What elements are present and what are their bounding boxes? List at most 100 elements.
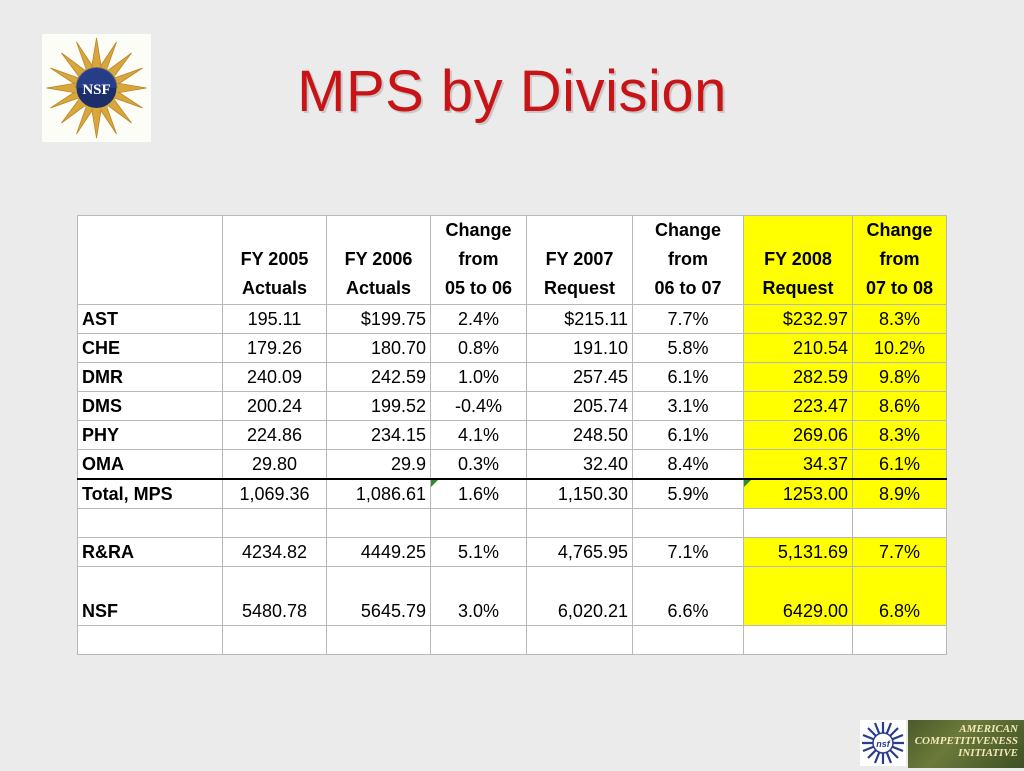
table-cell: 195.11 xyxy=(222,304,327,334)
table-cell: 180.70 xyxy=(326,333,431,363)
empty-cell xyxy=(222,625,327,655)
table-cell: 32.40 xyxy=(526,449,633,480)
column-header-line: from xyxy=(879,249,920,269)
table-cell: 4,765.95 xyxy=(526,537,633,567)
table-cell: 1,086.61 xyxy=(326,478,431,509)
table-cell: 4234.82 xyxy=(222,537,327,567)
table-cell: 1.6% xyxy=(430,478,527,509)
table-cell: 5645.79 xyxy=(326,566,431,626)
table-row: OMA 29.80 29.9 0.3% 32.40 8.4% 34.37 6.1% xyxy=(77,449,947,480)
column-header-line: FY 2007 xyxy=(545,249,614,269)
empty-cell xyxy=(852,625,947,655)
table-cell: 6429.00 xyxy=(743,566,853,626)
row-label: AST xyxy=(77,304,223,334)
empty-cell xyxy=(526,625,633,655)
column-header-line: Actuals xyxy=(241,278,308,298)
footer-logos: nsf AMERICAN COMPETITIVENESS INITIATIVE xyxy=(860,720,1024,768)
small-nsf-seal-icon: nsf xyxy=(862,722,904,764)
row-label: CHE xyxy=(77,333,223,363)
row-label: NSF xyxy=(77,566,223,626)
column-header-line: Actuals xyxy=(345,278,412,298)
table-cell: 224.86 xyxy=(222,420,327,450)
column-header: FY 2008 Request xyxy=(743,215,853,305)
table-cell: 0.3% xyxy=(430,449,527,480)
table-cell: 5.1% xyxy=(430,537,527,567)
empty-cell xyxy=(632,625,744,655)
table-cell: 6.1% xyxy=(632,420,744,450)
table-cell: 9.8% xyxy=(852,362,947,392)
table-cell: 3.1% xyxy=(632,391,744,421)
empty-cell xyxy=(743,508,853,538)
page-title: MPS by Division xyxy=(297,59,727,124)
column-header-line: FY 2006 xyxy=(344,249,413,269)
table-row: DMR 240.09 242.59 1.0% 257.45 6.1% 282.59 9.8% xyxy=(77,362,947,392)
column-header: FY 2007 Request xyxy=(526,215,633,305)
table-cell: $215.11 xyxy=(526,304,633,334)
column-header-line: Request xyxy=(762,278,834,298)
table-cell: $199.75 xyxy=(326,304,431,334)
small-nsf-logo: nsf xyxy=(860,720,906,766)
empty-cell xyxy=(326,625,431,655)
row-label: R&RA xyxy=(77,537,223,567)
table-row: PHY 224.86 234.15 4.1% 248.50 6.1% 269.06 8.3% xyxy=(77,420,947,450)
empty-cell xyxy=(632,508,744,538)
table-cell: 282.59 xyxy=(743,362,853,392)
column-header: Change from 06 to 07 xyxy=(632,215,744,305)
aci-line3: INITIATIVE xyxy=(958,747,1018,759)
empty-cell xyxy=(743,625,853,655)
table-cell: 10.2% xyxy=(852,333,947,363)
table-cell: 8.3% xyxy=(852,420,947,450)
table-row: AST 195.11 $199.75 2.4% $215.11 7.7% $232.97 8.… xyxy=(77,304,947,334)
table-cell: 199.52 xyxy=(326,391,431,421)
table-cell: 5480.78 xyxy=(222,566,327,626)
table-cell: 6.1% xyxy=(632,362,744,392)
table-row: R&RA 4234.82 4449.25 5.1% 4,765.95 7.1% 5,131.… xyxy=(77,537,947,567)
table-cell: 1,069.36 xyxy=(222,478,327,509)
table-row: CHE 179.26 180.70 0.8% 191.10 5.8% 210.54 10.2% xyxy=(77,333,947,363)
table-cell: 6.8% xyxy=(852,566,947,626)
table-cell: 34.37 xyxy=(743,449,853,480)
table-cell: 200.24 xyxy=(222,391,327,421)
table-cell: 6,020.21 xyxy=(526,566,633,626)
table-cell: 242.59 xyxy=(326,362,431,392)
table-cell: 179.26 xyxy=(222,333,327,363)
empty-cell xyxy=(526,508,633,538)
row-label: Total, MPS xyxy=(77,478,223,509)
column-header-line: Change xyxy=(866,220,933,240)
table-row: Total, MPS 1,069.36 1,086.61 1.6% 1,150.30 5.… xyxy=(77,478,947,509)
table-cell: 29.9 xyxy=(326,449,431,480)
table-cell: -0.4% xyxy=(430,391,527,421)
small-nsf-text: nsf xyxy=(876,739,891,749)
column-header-line: FY 2008 xyxy=(764,249,832,269)
empty-cell xyxy=(326,508,431,538)
table-cell: 248.50 xyxy=(526,420,633,450)
table-cell: 8.9% xyxy=(852,478,947,509)
spacer-row xyxy=(77,508,947,538)
aci-logo: AMERICAN COMPETITIVENESS INITIATIVE xyxy=(908,720,1024,768)
empty-cell xyxy=(77,508,223,538)
table-cell: 6.1% xyxy=(852,449,947,480)
table-cell: 269.06 xyxy=(743,420,853,450)
mps-division-table: FY 2005 Actuals FY 2006 Actuals Change from 05… xyxy=(77,215,947,655)
column-header-line: FY 2005 xyxy=(240,249,309,269)
row-label: DMS xyxy=(77,391,223,421)
row-label: OMA xyxy=(77,449,223,480)
table-cell: 240.09 xyxy=(222,362,327,392)
column-header-line: Request xyxy=(543,278,615,298)
nsf-logo: NSF xyxy=(42,34,151,142)
table-cell: 6.6% xyxy=(632,566,744,626)
table-cell: 205.74 xyxy=(526,391,633,421)
empty-cell xyxy=(430,508,527,538)
spacer-row xyxy=(77,625,947,655)
table-cell: 1253.00 xyxy=(743,478,853,509)
column-header-line: 07 to 08 xyxy=(865,278,934,298)
table-row: DMS 200.24 199.52 -0.4% 205.74 3.1% 223.47 8.6% xyxy=(77,391,947,421)
empty-cell xyxy=(77,625,223,655)
column-header: FY 2006 Actuals xyxy=(326,215,431,305)
header-row: FY 2005 Actuals FY 2006 Actuals Change from 05… xyxy=(77,215,947,305)
table-cell: 0.8% xyxy=(430,333,527,363)
row-label: PHY xyxy=(77,420,223,450)
column-header xyxy=(77,215,223,305)
table-cell: 4.1% xyxy=(430,420,527,450)
table-cell: 7.1% xyxy=(632,537,744,567)
